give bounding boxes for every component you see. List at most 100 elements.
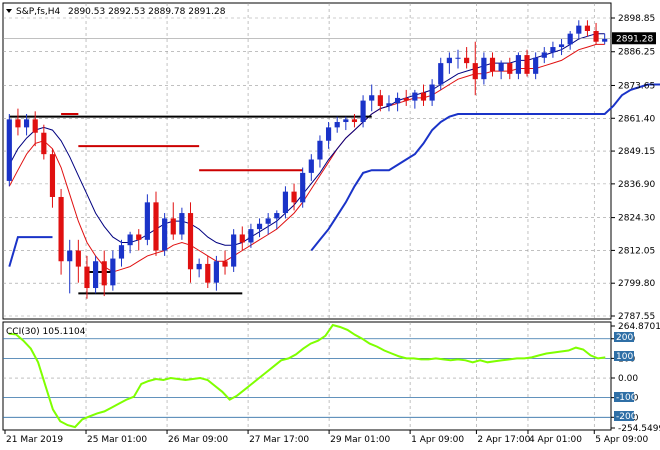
candle [41, 124, 47, 160]
candle-body [256, 223, 263, 230]
candle [558, 39, 565, 56]
time-tick-label: 25 Mar 01:00 [87, 435, 147, 445]
candle [23, 113, 30, 136]
time-tick-label: 2 Apr 17:00 [477, 435, 530, 445]
price-tick-label: 2886.25 [618, 48, 655, 58]
candle-body [489, 57, 496, 72]
candle [222, 250, 228, 275]
candle [291, 183, 297, 211]
candle-body [438, 63, 444, 85]
candle-body [308, 159, 314, 173]
candle-body [300, 172, 306, 203]
price-pane-frame [2, 2, 612, 320]
candle [446, 52, 452, 74]
candle [602, 33, 608, 45]
candle-body [576, 25, 582, 34]
candle [170, 202, 176, 240]
candle-body [196, 263, 202, 270]
cci-level-tags: 200 100 -100 -200 [614, 332, 637, 422]
candle-body [386, 103, 392, 106]
candle [507, 57, 513, 80]
current-price-tag [612, 32, 656, 45]
candle-body [84, 266, 90, 289]
time-tick-label: 21 Mar 2019 [6, 435, 63, 445]
candle [360, 95, 366, 128]
candle-body [403, 97, 409, 101]
time-tick-label: 27 Mar 17:00 [249, 435, 309, 445]
candle [395, 92, 401, 112]
candle [213, 255, 219, 291]
candle [248, 223, 254, 248]
candle-body [23, 119, 30, 128]
cci-level-minus-200: -200 [616, 412, 637, 422]
candle [489, 52, 496, 77]
candle-body [127, 234, 133, 246]
candle-body [550, 47, 556, 53]
candle-body [541, 52, 547, 58]
candle [153, 191, 159, 256]
candle-body [420, 92, 427, 101]
cci-tick-label: 264.8701 [618, 322, 660, 332]
price-tick-label: 2836.90 [618, 180, 655, 190]
candle [481, 52, 487, 85]
time-tick-label: 29 Mar 01:00 [330, 435, 390, 445]
candle-body [360, 100, 366, 123]
price-tick-label: 2787.55 [618, 312, 655, 322]
candle [187, 202, 194, 283]
candle [256, 218, 263, 238]
candle [6, 113, 12, 187]
candle-body [455, 57, 461, 59]
fast-ma-line [8, 43, 605, 273]
candle-body [446, 57, 452, 64]
candle-body [75, 250, 81, 267]
candle-body [101, 261, 107, 286]
candle-body [325, 127, 332, 141]
cci-level-200: 200 [616, 333, 633, 343]
price-tick-label: 2849.15 [618, 147, 655, 157]
candle-body [58, 196, 64, 262]
candle [118, 239, 125, 267]
candle-body [118, 245, 125, 259]
candle-body [593, 30, 599, 42]
candle [93, 255, 99, 294]
candle [334, 116, 340, 133]
candle-body [464, 57, 470, 64]
candle [455, 49, 461, 69]
candle-body [248, 229, 254, 243]
candle-body [429, 84, 435, 101]
candle-body [558, 44, 565, 48]
time-tick-label: 1 Apr 09:00 [411, 435, 464, 445]
axis-labels: 2898.85 2886.25 2873.65 2861.40 2849.15 2836.… [4, 14, 660, 445]
chevron-down-icon[interactable] [6, 9, 12, 13]
candle-body [274, 213, 280, 219]
candle [101, 250, 107, 297]
price-tick-label: 2799.80 [618, 279, 655, 289]
candle [593, 22, 599, 45]
candle [239, 226, 245, 251]
candle-body [602, 39, 608, 42]
candle-body [49, 154, 56, 197]
candle-body [567, 33, 573, 45]
candle [231, 229, 237, 272]
candle-body [412, 92, 418, 101]
candle [377, 89, 383, 112]
candle [550, 41, 556, 58]
ohlc-readout: 2890.53 2892.53 2889.78 2891.28 [68, 7, 226, 17]
cci-level-100: 100 [616, 352, 633, 362]
candle [144, 194, 150, 246]
candle [533, 52, 539, 80]
candle-body [317, 140, 323, 160]
candle [472, 41, 478, 96]
candle-body [136, 234, 142, 240]
cci-pane-frame [2, 321, 612, 431]
candle [205, 255, 211, 289]
cci-line [8, 323, 606, 429]
candle [67, 239, 73, 294]
cci-level-lines [3, 338, 611, 418]
candle-body [222, 261, 228, 267]
candle-body [472, 63, 478, 80]
candle-body [205, 263, 211, 283]
candle [498, 60, 504, 80]
candle [49, 148, 56, 208]
candle [162, 213, 168, 256]
